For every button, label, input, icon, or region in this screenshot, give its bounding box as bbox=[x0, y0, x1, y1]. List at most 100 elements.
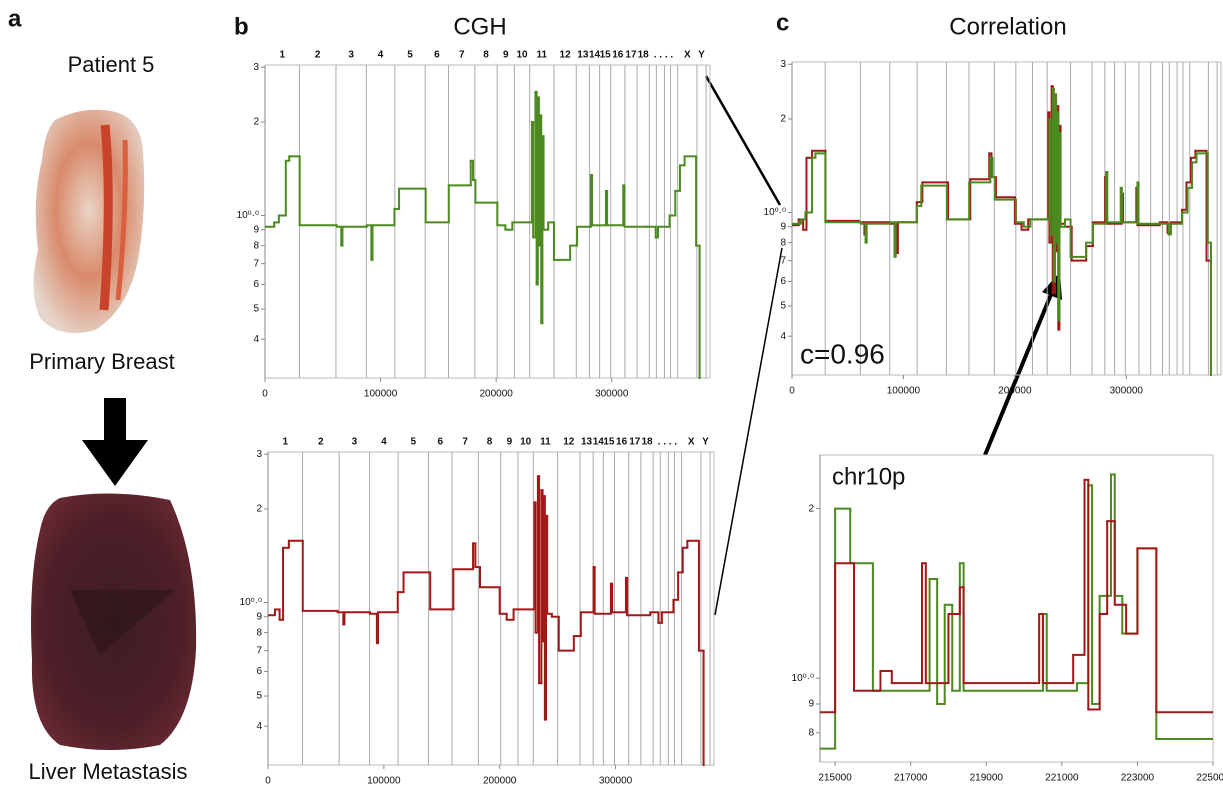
y-tick-label: 2 bbox=[256, 504, 262, 515]
chromosome-label: 13 bbox=[581, 437, 593, 448]
y-tick-label: 9 bbox=[253, 224, 259, 235]
chromosome-label: . . . . bbox=[658, 437, 678, 448]
panel-label: c bbox=[776, 9, 789, 36]
chart-title: Correlation bbox=[949, 13, 1066, 40]
panel-label: b bbox=[234, 13, 249, 40]
chromosome-label: 12 bbox=[563, 437, 575, 448]
chromosome-label: 16 bbox=[616, 437, 628, 448]
x-tick-label: 225000 bbox=[1196, 773, 1223, 784]
chromosome-label: . . . . bbox=[654, 50, 674, 61]
y-tick-label: 10⁰·⁰ bbox=[792, 673, 814, 684]
y-tick-label: 4 bbox=[256, 721, 262, 732]
chromosome-label: 8 bbox=[487, 437, 493, 448]
x-tick-label: 200000 bbox=[479, 389, 513, 400]
chromosome-label: 18 bbox=[641, 437, 653, 448]
chromosome-label: 16 bbox=[612, 50, 624, 61]
chromosome-label: 14 bbox=[589, 50, 601, 61]
plot-frame bbox=[819, 454, 1214, 763]
chromosome-label: 15 bbox=[603, 437, 615, 448]
y-tick-label: 9 bbox=[780, 221, 786, 232]
y-tick-label: 8 bbox=[808, 727, 814, 738]
chromosome-label: 10 bbox=[516, 50, 528, 61]
y-tick-label: 3 bbox=[256, 449, 262, 460]
plot-area bbox=[265, 65, 707, 379]
tissue-label: Liver Metastasis bbox=[29, 759, 188, 784]
plot-area bbox=[820, 473, 1213, 750]
chromosome-label: 17 bbox=[625, 50, 637, 61]
chromosome-label: 3 bbox=[352, 437, 358, 448]
y-tick-label: 4 bbox=[253, 334, 259, 345]
y-tick-label: 3 bbox=[780, 59, 786, 70]
x-tick-label: 300000 bbox=[1110, 386, 1144, 397]
connector bbox=[714, 247, 783, 616]
y-tick-label: 10⁰·⁰ bbox=[764, 207, 786, 218]
chromosome-label: 4 bbox=[381, 437, 387, 448]
x-tick-label: 200000 bbox=[483, 776, 517, 786]
primary-tissue bbox=[33, 109, 145, 334]
chromosome-label: 5 bbox=[411, 437, 417, 448]
x-tick-label: 300000 bbox=[599, 776, 633, 786]
chromosome-label: 10 bbox=[520, 437, 532, 448]
x-tick-label: 221000 bbox=[1045, 773, 1079, 784]
y-tick-label: 5 bbox=[780, 301, 786, 312]
y-tick-label: 5 bbox=[253, 304, 259, 315]
annotation: chr10p bbox=[832, 463, 905, 490]
tissue-detail bbox=[70, 590, 175, 655]
x-tick-label: 300000 bbox=[595, 389, 629, 400]
chromosome-label: 11 bbox=[540, 437, 551, 448]
chromosome-label: 5 bbox=[407, 50, 413, 61]
y-tick-label: 7 bbox=[256, 645, 262, 656]
chromosome-label: 9 bbox=[503, 50, 509, 61]
chromosome-label: 11 bbox=[537, 50, 548, 61]
chromosome-label: 1 bbox=[282, 437, 288, 448]
y-tick-label: 4 bbox=[780, 331, 786, 342]
plot-frame bbox=[264, 64, 711, 379]
chromosome-label: 13 bbox=[577, 50, 589, 61]
x-tick-label: 215000 bbox=[818, 773, 852, 784]
chromosome-label: 6 bbox=[437, 437, 443, 448]
chromosome-label: X bbox=[684, 50, 691, 61]
y-tick-label: 6 bbox=[256, 666, 262, 677]
x-tick-label: 0 bbox=[265, 776, 271, 786]
x-tick-label: 0 bbox=[789, 386, 795, 397]
x-tick-label: 100000 bbox=[364, 389, 398, 400]
y-tick-label: 5 bbox=[256, 691, 262, 702]
chromosome-label: 1 bbox=[279, 50, 285, 61]
plot-area bbox=[268, 452, 711, 766]
y-tick-label: 10⁰·⁰ bbox=[240, 597, 262, 608]
chromosome-label: 4 bbox=[378, 50, 384, 61]
chromosome-label: 17 bbox=[629, 437, 641, 448]
x-tick-label: 100000 bbox=[887, 386, 921, 397]
chromosome-label: 15 bbox=[600, 50, 612, 61]
y-tick-label: 6 bbox=[780, 276, 786, 287]
y-tick-label: 6 bbox=[253, 279, 259, 290]
chromosome-label: 2 bbox=[315, 50, 321, 61]
chromosome-label: 14 bbox=[593, 437, 605, 448]
chromosome-label: X bbox=[688, 437, 695, 448]
y-tick-label: 7 bbox=[253, 258, 259, 269]
x-tick-label: 217000 bbox=[894, 773, 928, 784]
chromosome-label: Y bbox=[698, 50, 705, 61]
y-tick-label: 2 bbox=[780, 114, 786, 125]
x-tick-label: 100000 bbox=[367, 776, 401, 786]
chromosome-label: 12 bbox=[560, 50, 572, 61]
chromosome-label: 9 bbox=[507, 437, 513, 448]
chromosome-label: 8 bbox=[483, 50, 489, 61]
chromosome-label: 2 bbox=[318, 437, 324, 448]
y-tick-label: 7 bbox=[780, 255, 786, 266]
chromosome-label: 18 bbox=[638, 50, 650, 61]
chromosome-label: 6 bbox=[434, 50, 440, 61]
tissue-label: Primary Breast bbox=[29, 349, 174, 374]
connector bbox=[704, 75, 782, 206]
chart-title: CGH bbox=[453, 13, 506, 40]
x-tick-label: 223000 bbox=[1121, 773, 1155, 784]
y-tick-label: 3 bbox=[253, 62, 259, 73]
y-tick-label: 9 bbox=[256, 611, 262, 622]
arrow bbox=[82, 398, 148, 486]
plot-area bbox=[792, 62, 1218, 376]
annotation: c=0.96 bbox=[800, 338, 885, 369]
plot-frame bbox=[267, 451, 715, 766]
chromosome-label: 7 bbox=[459, 50, 465, 61]
zoom-arrow bbox=[983, 291, 1054, 456]
